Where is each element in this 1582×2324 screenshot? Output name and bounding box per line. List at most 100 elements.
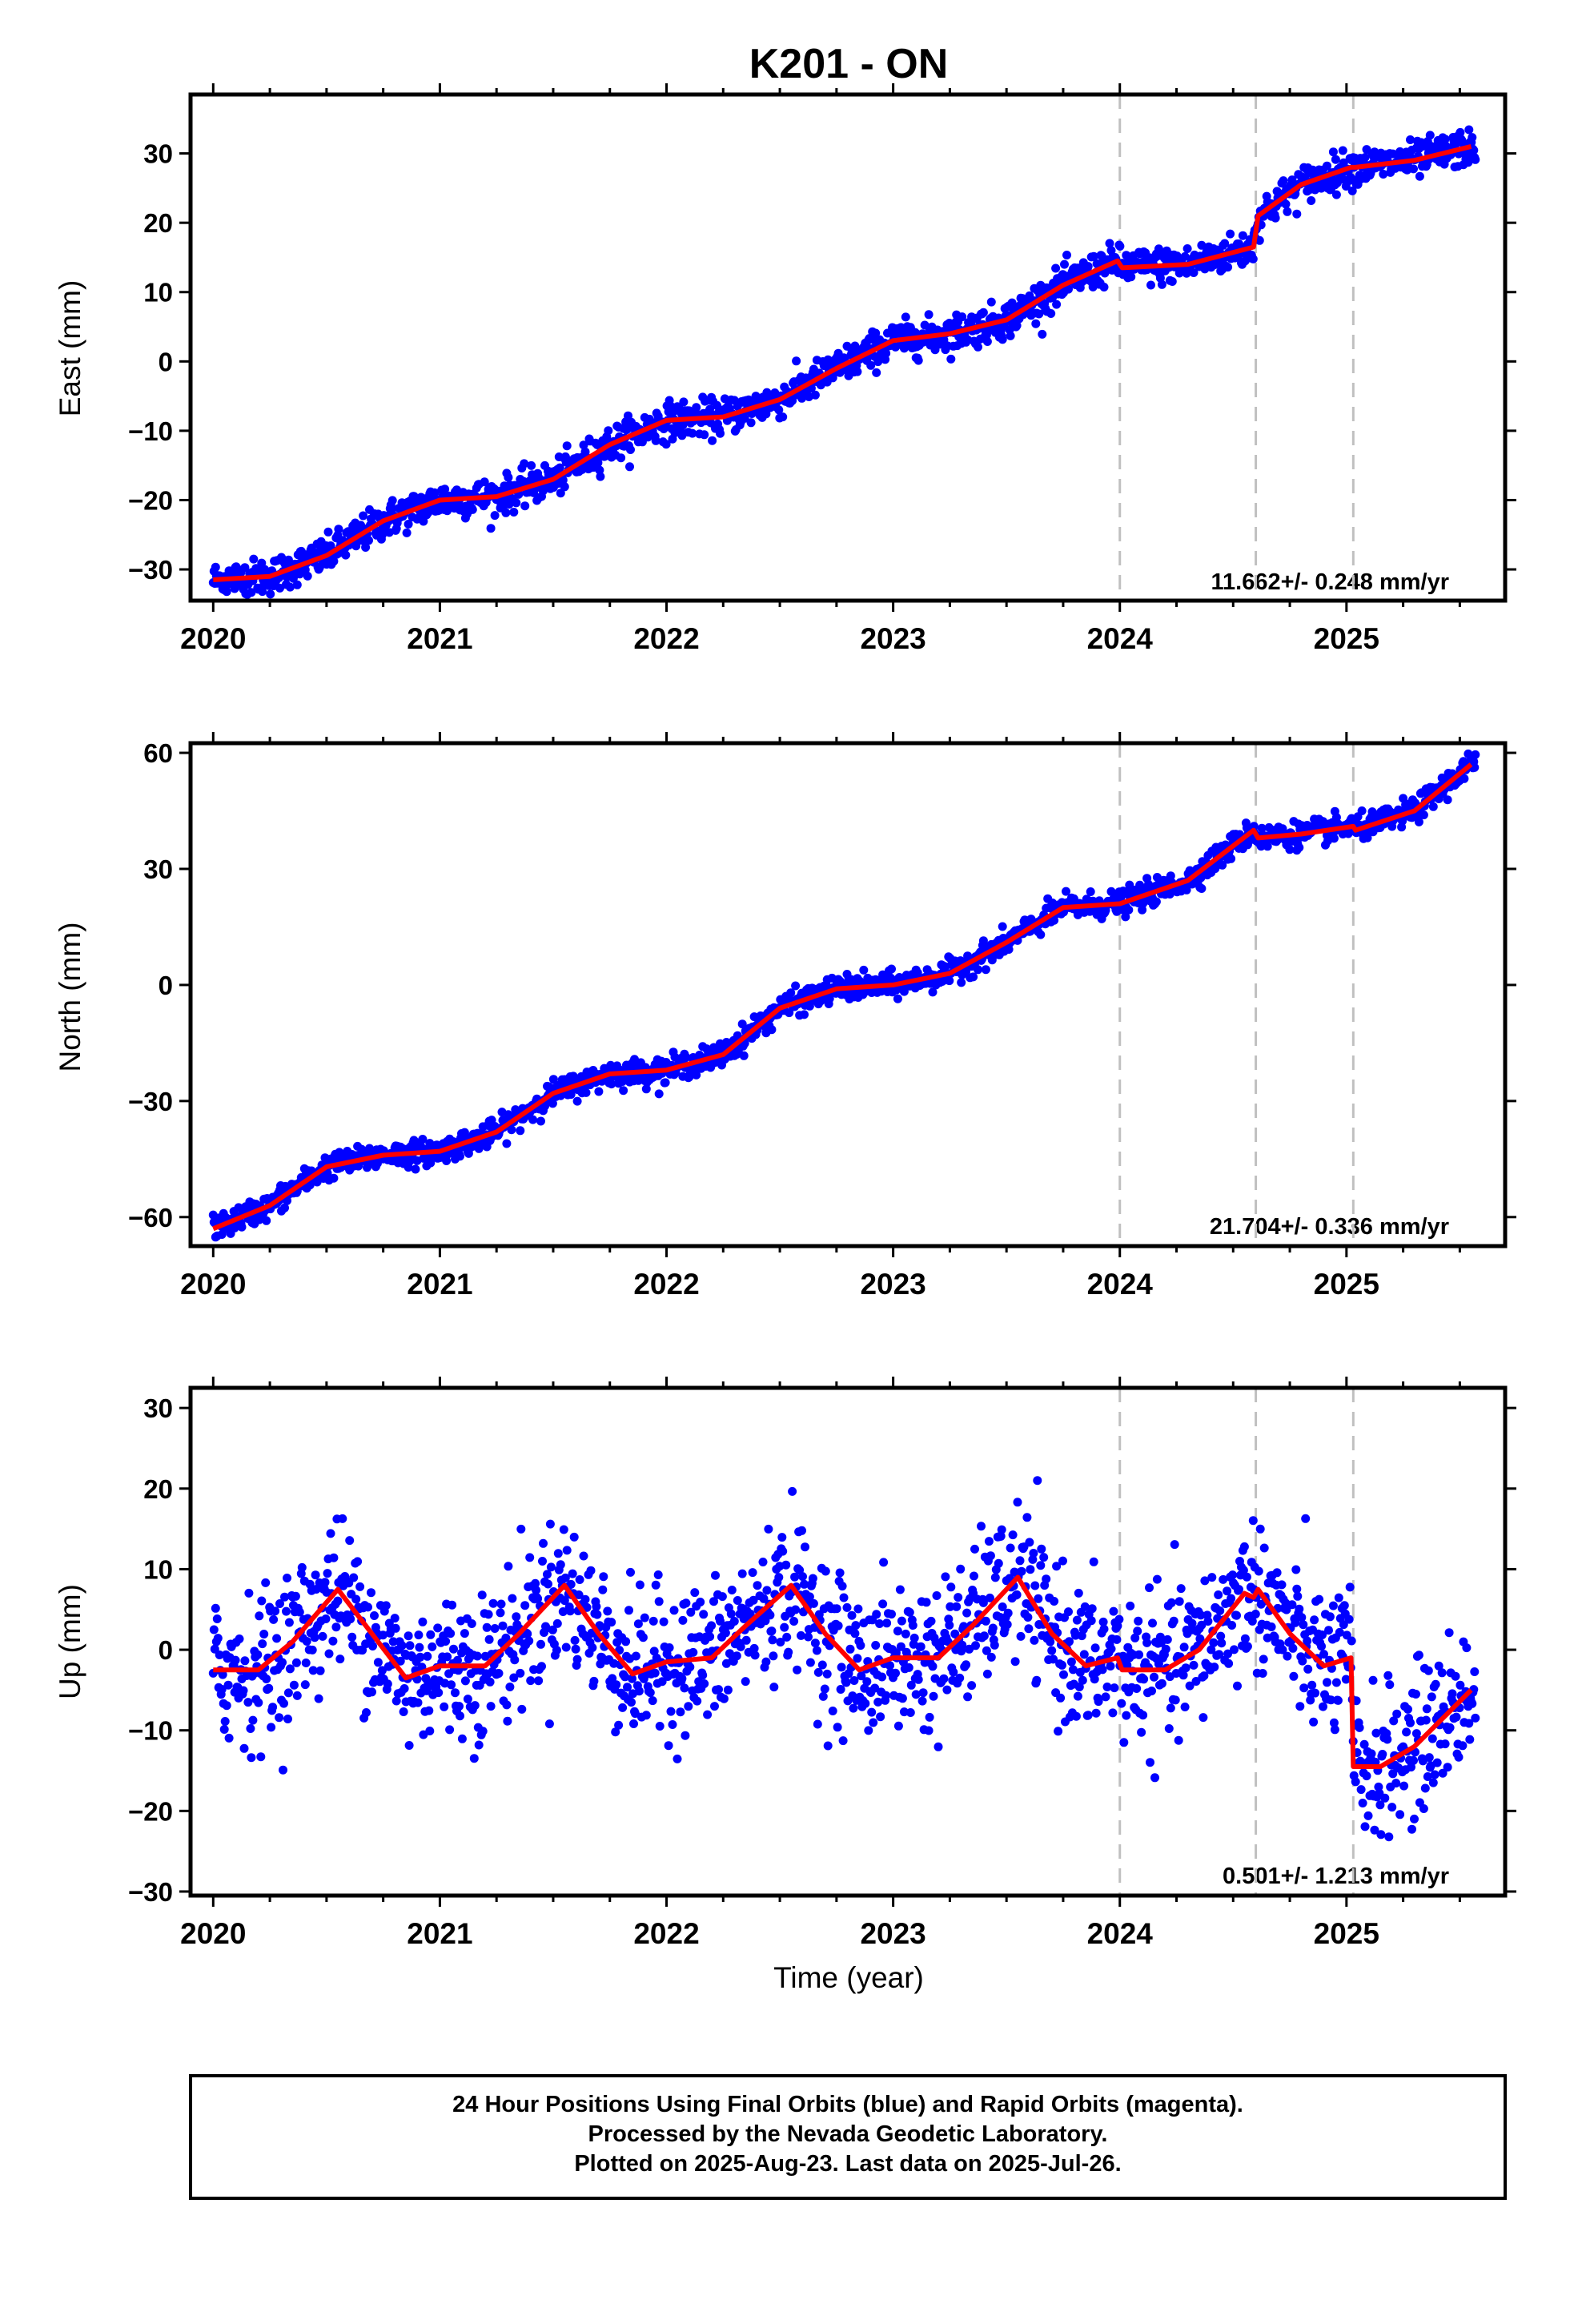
east-data-point	[946, 354, 956, 364]
up-data-point	[1013, 1498, 1022, 1507]
east-data-point	[555, 463, 564, 472]
up-data-point	[457, 1734, 467, 1743]
up-data-point	[1452, 1712, 1461, 1722]
up-data-point	[282, 1606, 291, 1616]
east-data-point	[1146, 280, 1155, 290]
east-data-point	[1226, 229, 1235, 239]
up-data-point	[482, 1622, 492, 1632]
east-data-point	[387, 505, 396, 514]
up-data-point	[750, 1651, 760, 1660]
east-data-point	[1052, 300, 1062, 309]
up-data-point	[741, 1677, 750, 1687]
up-data-point	[1391, 1779, 1401, 1788]
east-data-point	[520, 459, 529, 468]
north-data-point	[329, 1173, 339, 1183]
up-data-point	[1406, 1718, 1415, 1727]
east-data-point	[468, 505, 477, 514]
up-data-point	[871, 1641, 881, 1650]
north-x-tick-label: 2021	[407, 1268, 472, 1301]
up-data-point	[689, 1647, 698, 1657]
up-data-point	[1106, 1644, 1116, 1654]
up-data-point	[1428, 1778, 1438, 1787]
up-data-point	[1277, 1580, 1287, 1590]
up-data-point	[721, 1628, 730, 1638]
up-data-point	[351, 1594, 361, 1604]
east-axis-label: East (mm)	[54, 280, 86, 417]
up-data-point	[447, 1680, 456, 1690]
up-data-point	[1030, 1581, 1040, 1590]
north-data-point	[1471, 750, 1480, 759]
east-data-point	[334, 525, 343, 534]
east-data-point	[651, 436, 661, 445]
up-data-point	[1157, 1679, 1166, 1688]
up-data-point	[812, 1646, 821, 1655]
up-data-point	[1325, 1612, 1335, 1622]
east-data-point	[661, 440, 671, 449]
east-data-point	[341, 550, 351, 560]
up-data-point	[1147, 1687, 1156, 1695]
up-data-point	[314, 1694, 323, 1703]
north-data-point	[619, 1086, 628, 1096]
up-data-point	[1383, 1671, 1393, 1680]
north-panel: North (mm) 21.704+/- 0.336 mm/yr −60−300…	[54, 732, 1516, 1301]
up-data-point	[297, 1562, 307, 1572]
east-data-point	[1248, 254, 1258, 263]
up-data-point	[1409, 1755, 1418, 1765]
up-data-point	[320, 1578, 330, 1587]
up-data-point	[1134, 1616, 1143, 1626]
east-data-point	[1031, 319, 1041, 328]
up-data-point	[1420, 1783, 1430, 1793]
up-data-point	[1016, 1631, 1026, 1641]
up-data-point	[1283, 1651, 1292, 1661]
up-data-point	[1050, 1597, 1059, 1606]
east-data-point	[626, 445, 635, 454]
up-data-point	[921, 1598, 931, 1607]
up-data-point	[256, 1752, 266, 1762]
east-data-point	[303, 571, 312, 581]
up-data-point	[1071, 1711, 1081, 1721]
up-data-point	[1427, 1734, 1437, 1743]
up-data-point	[797, 1526, 806, 1535]
north-data-point	[1470, 762, 1480, 772]
up-data-point	[311, 1570, 320, 1580]
up-data-point	[1458, 1741, 1468, 1751]
up-data-point	[321, 1614, 331, 1623]
up-data-point	[328, 1636, 338, 1646]
north-data-point	[661, 1078, 670, 1088]
north-data-point	[800, 1010, 809, 1019]
up-data-point	[711, 1570, 720, 1580]
up-data-point	[769, 1683, 779, 1692]
up-data-point	[909, 1633, 919, 1642]
up-data-point	[1432, 1758, 1442, 1767]
up-data-point	[434, 1688, 444, 1698]
east-data-point	[596, 472, 605, 481]
up-data-point	[626, 1567, 635, 1577]
up-data-point	[562, 1546, 572, 1555]
up-data-point	[1223, 1586, 1232, 1596]
up-data-point	[1006, 1543, 1015, 1553]
up-data-point	[525, 1553, 535, 1562]
up-data-point	[244, 1588, 254, 1598]
up-data-point	[916, 1642, 926, 1651]
up-data-point	[1330, 1725, 1339, 1735]
up-data-point	[1166, 1598, 1176, 1607]
up-data-point	[278, 1658, 287, 1667]
up-data-point	[1224, 1659, 1234, 1668]
east-data-point	[275, 583, 284, 593]
up-data-point	[443, 1652, 452, 1662]
up-data-point	[908, 1621, 917, 1630]
up-data-point	[1319, 1702, 1327, 1711]
north-data-point	[739, 1051, 749, 1060]
east-y-tick-label: 10	[143, 278, 173, 308]
east-data-point	[866, 360, 876, 370]
up-data-point	[449, 1644, 458, 1654]
east-data-point	[292, 580, 302, 589]
up-data-point	[1258, 1669, 1267, 1678]
up-data-point	[1047, 1646, 1057, 1655]
up-data-point	[984, 1537, 994, 1546]
north-data-point	[456, 1152, 464, 1161]
up-data-point	[850, 1629, 860, 1638]
up-data-point	[1307, 1680, 1317, 1690]
east-data-point	[402, 528, 412, 537]
up-data-point	[1210, 1663, 1219, 1672]
